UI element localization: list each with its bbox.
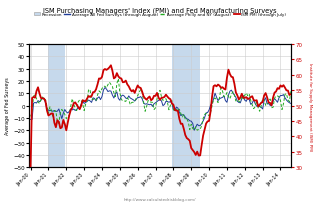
Text: http://www.calculatedriskblog.com/: http://www.calculatedriskblog.com/ xyxy=(124,197,196,201)
Y-axis label: Institute for Supply Management (ISM) PMI: Institute for Supply Management (ISM) PM… xyxy=(308,62,312,150)
Y-axis label: Average of Fed Surveys: Average of Fed Surveys xyxy=(5,77,10,135)
Text: ISM Purchasing Managers' Index (PMI) and Fed Manufacturing Surveys: ISM Purchasing Managers' Index (PMI) and… xyxy=(43,7,277,14)
Legend: Recession, Average All Fed Surveys (through August), Average Philly and NY (Augu: Recession, Average All Fed Surveys (thro… xyxy=(34,13,286,18)
Bar xyxy=(48,45,65,167)
Bar xyxy=(172,45,200,167)
